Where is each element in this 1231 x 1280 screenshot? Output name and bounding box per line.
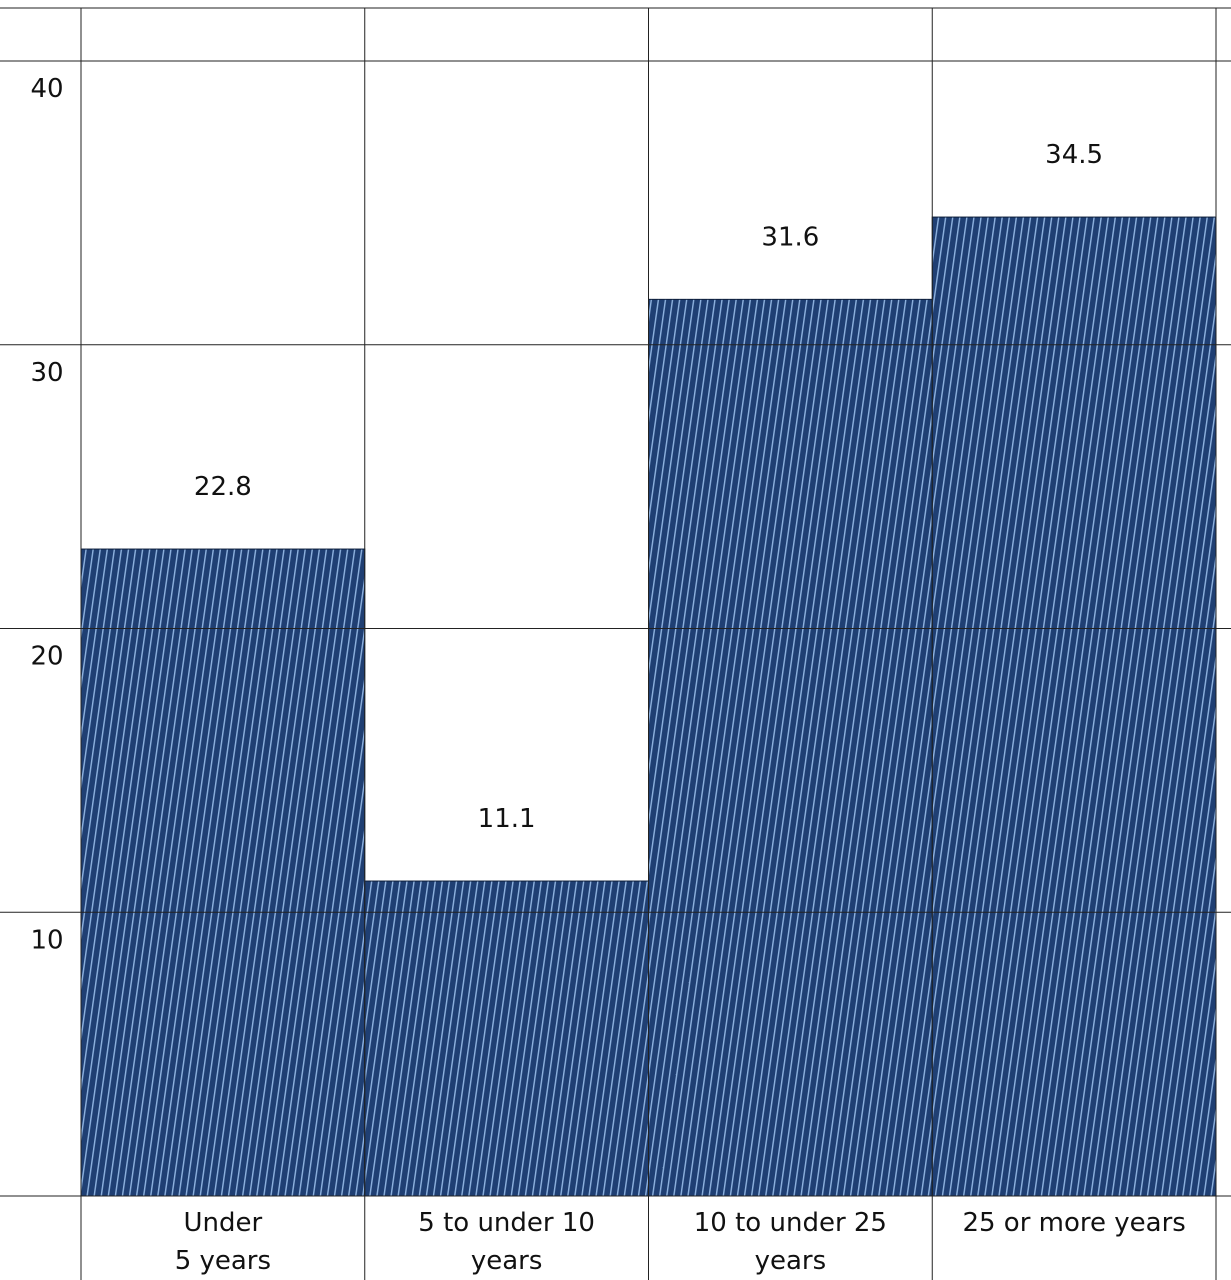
x-tick-label: 5 years xyxy=(175,1246,271,1276)
x-tick-label: years xyxy=(755,1246,827,1276)
x-tick-label: 25 or more years xyxy=(962,1208,1185,1238)
bar-3 xyxy=(648,298,933,1197)
y-tick-label: 30 xyxy=(30,358,63,388)
bar-2 xyxy=(364,880,649,1197)
data-label: 31.6 xyxy=(761,222,819,252)
data-label: 34.5 xyxy=(1045,140,1103,170)
x-tick-label: Under xyxy=(184,1208,263,1238)
data-label: 22.8 xyxy=(194,472,252,502)
labels-layer: 10 20 30 40 22.8 11.1 31.6 34.5 Under 5 years 5 to… xyxy=(30,74,1185,1276)
x-tick-label: 5 to under 10 xyxy=(418,1208,595,1238)
y-tick-label: 40 xyxy=(30,74,63,104)
x-tick-label: 10 to under 25 xyxy=(694,1208,887,1238)
y-tick-label: 10 xyxy=(30,925,63,955)
bar-1 xyxy=(80,548,366,1197)
data-label: 11.1 xyxy=(478,804,536,834)
x-tick-label: years xyxy=(471,1246,543,1276)
bars-layer xyxy=(80,216,1217,1197)
y-tick-label: 20 xyxy=(30,642,63,672)
bar-4 xyxy=(931,216,1217,1197)
grid-layer xyxy=(0,7,1231,1280)
